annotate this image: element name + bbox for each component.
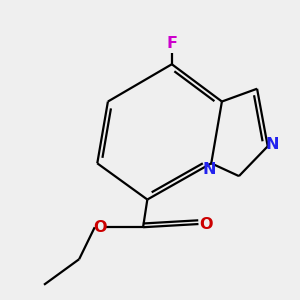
Text: F: F (166, 36, 177, 51)
Text: N: N (266, 137, 279, 152)
Text: O: O (200, 217, 213, 232)
Text: N: N (203, 162, 216, 177)
Text: O: O (94, 220, 107, 235)
